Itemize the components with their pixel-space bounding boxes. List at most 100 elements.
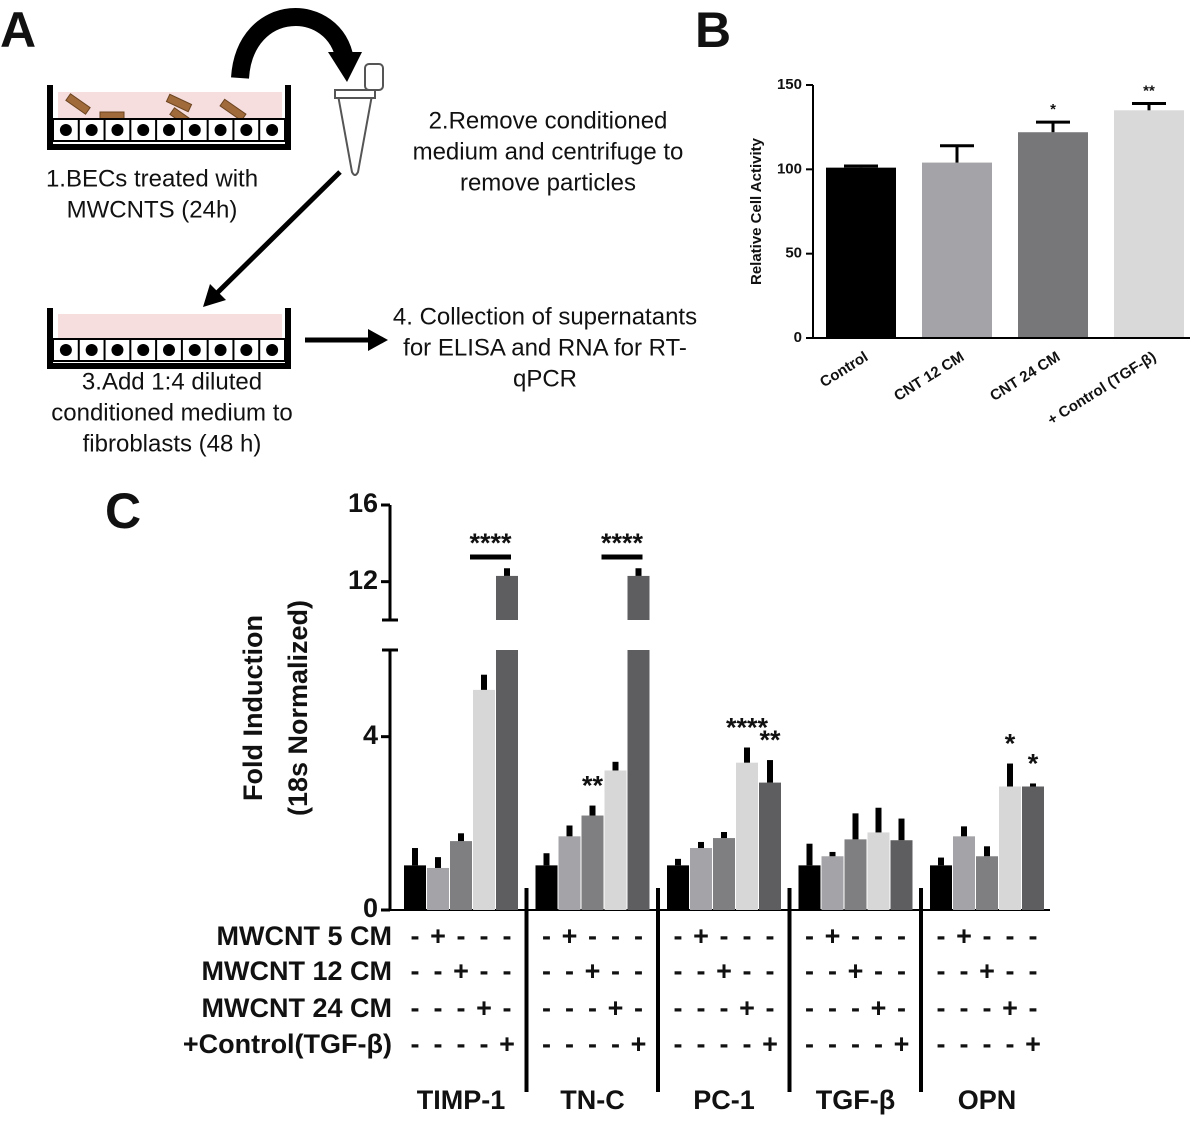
panel-label: C (105, 483, 141, 539)
design-sign: + (608, 993, 624, 1023)
step-text: 4. Collection of supernatants (393, 303, 697, 330)
bar (1114, 110, 1184, 338)
design-sign: - (503, 956, 512, 986)
step-text: fibroblasts (48 h) (83, 430, 262, 457)
y-tick-label: 50 (785, 245, 802, 262)
design-sign: - (828, 1029, 837, 1059)
design-sign: - (674, 921, 683, 951)
cell-nucleus (188, 124, 201, 136)
bar (867, 832, 890, 910)
axis-break (382, 618, 398, 652)
row-label: MWCNT 12 CM (202, 956, 393, 986)
design-sign: - (828, 956, 837, 986)
design-sign: - (434, 993, 443, 1023)
design-sign: - (960, 993, 969, 1023)
design-sign: - (805, 1029, 814, 1059)
design-sign: - (503, 993, 512, 1023)
design-sign: - (937, 993, 946, 1023)
design-sign: - (805, 921, 814, 951)
design-sign: + (871, 993, 887, 1023)
step-text: MWCNTS (24h) (67, 196, 238, 223)
cell-nucleus (163, 124, 175, 136)
cell-nucleus (214, 344, 227, 356)
step-text: 1.BECs treated with (46, 165, 258, 192)
design-sign: - (480, 921, 489, 951)
design-sign: - (897, 921, 906, 951)
cell-nucleus (85, 124, 98, 136)
cell-nucleus (59, 124, 72, 136)
bar (844, 839, 867, 910)
row-label: +Control(TGF-β) (183, 1029, 392, 1059)
design-sign: - (674, 1029, 683, 1059)
bar (922, 162, 992, 338)
x-tick-label: OPN (958, 1085, 1017, 1115)
design-sign: - (542, 921, 551, 951)
bar (930, 865, 952, 910)
bar (581, 815, 604, 910)
design-sign: + (693, 921, 709, 951)
cell-nucleus (240, 124, 253, 136)
x-tick-label: Control (817, 348, 871, 391)
design-sign: + (716, 956, 732, 986)
design-sign: - (542, 993, 551, 1023)
y-axis-title: Relative Cell Activity (748, 137, 765, 285)
cell-nucleus (111, 124, 124, 136)
significance: **** (469, 528, 512, 558)
panel-label: B (695, 2, 731, 58)
design-sign: - (565, 956, 574, 986)
cell-nucleus (59, 344, 72, 356)
design-sign: - (411, 1029, 420, 1059)
significance: * (1050, 101, 1056, 118)
design-sign: - (766, 921, 775, 951)
design-sign: - (434, 956, 443, 986)
design-sign: - (874, 921, 883, 951)
bar (798, 865, 821, 910)
bar (890, 840, 913, 910)
design-sign: - (697, 993, 706, 1023)
design-sign: + (562, 921, 578, 951)
design-sign: - (697, 1029, 706, 1059)
bar (404, 865, 426, 910)
design-sign: - (634, 956, 643, 986)
bar (953, 836, 975, 910)
design-sign: - (588, 921, 597, 951)
design-sign: - (805, 993, 814, 1023)
y-tick-label: 0 (363, 893, 378, 923)
x-tick-label: + Control (TGF-β) (1045, 348, 1160, 428)
design-sign: - (983, 1029, 992, 1059)
design-sign: - (743, 921, 752, 951)
design-sign: - (937, 921, 946, 951)
design-sign: - (874, 1029, 883, 1059)
design-sign: - (1006, 956, 1015, 986)
significance: ** (582, 771, 604, 801)
y-tick-label: 100 (777, 160, 802, 177)
design-sign: + (762, 1029, 778, 1059)
bar (976, 856, 998, 910)
row-label: MWCNT 24 CM (202, 993, 393, 1023)
design-sign: - (457, 1029, 466, 1059)
design-sign: - (542, 956, 551, 986)
design-sign: - (611, 921, 620, 951)
design-sign: - (542, 1029, 551, 1059)
y-tick-label: 0 (794, 329, 802, 346)
design-sign: - (674, 993, 683, 1023)
cell-nucleus (266, 344, 279, 356)
design-sign: - (411, 921, 420, 951)
step-text: for ELISA and RNA for RT- (403, 334, 687, 361)
step-text: qPCR (513, 365, 577, 392)
design-sign: - (503, 921, 512, 951)
bar (821, 856, 844, 910)
design-sign: + (825, 921, 841, 951)
design-sign: - (611, 956, 620, 986)
design-sign: - (634, 921, 643, 951)
design-sign: + (631, 1029, 647, 1059)
design-sign: - (720, 921, 729, 951)
design-sign: + (956, 921, 972, 951)
bar (427, 867, 449, 910)
axis (812, 85, 1190, 339)
design-sign: - (1029, 956, 1038, 986)
bar (999, 786, 1021, 910)
cell-nucleus (240, 344, 253, 356)
design-sign: - (851, 993, 860, 1023)
